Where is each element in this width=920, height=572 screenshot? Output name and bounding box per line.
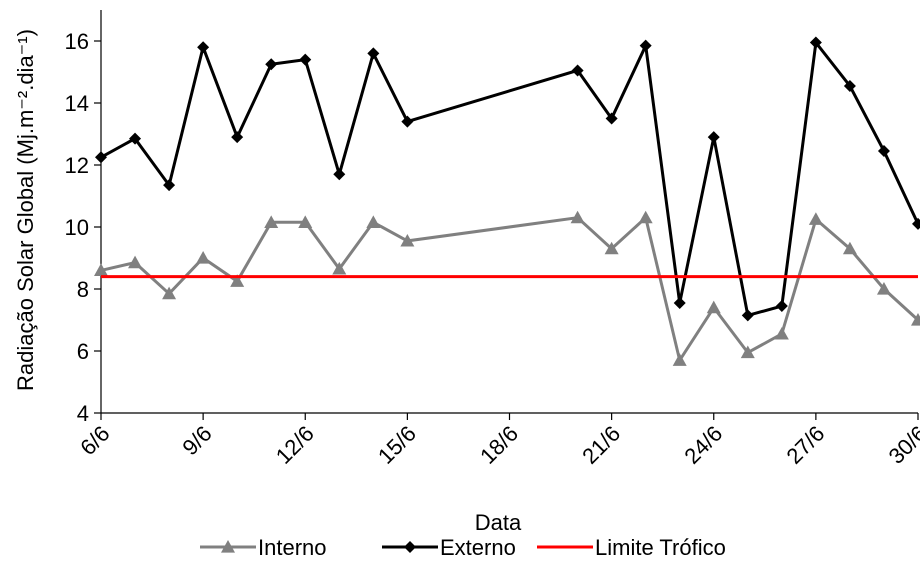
data-point [911,313,920,326]
data-point [128,255,143,269]
legend-marker [404,541,416,553]
series-line [100,38,920,318]
data-point [843,79,856,92]
data-point [808,212,823,225]
x-tick-label: 30/6 [884,421,920,469]
data-point [706,300,721,314]
data-point [401,115,414,128]
data-point [231,131,244,144]
legend: Interno Externo Limite Trófico [200,535,726,560]
data-point [196,251,211,264]
series-line [100,214,920,365]
x-tick-label: 6/6 [75,421,114,460]
data-point [299,53,312,66]
x-tick-label: 24/6 [679,421,727,469]
y-tick-label: 8 [77,277,89,302]
data-point [366,215,381,228]
data-point [264,215,279,228]
data-point [707,131,720,144]
data-point [672,353,687,366]
y-tick-label: 14 [65,91,89,116]
x-axis: 6/6 9/6 12/6 15/6 18/6 21/6 24/6 27/6 30/6 [75,412,920,469]
data-point [605,112,618,125]
y-axis: 4 6 8 10 12 14 16 [65,10,102,426]
data-point [197,41,210,54]
data-point [740,345,755,359]
data-point [400,233,415,247]
x-tick-label: 15/6 [373,421,421,469]
data-point [639,39,652,52]
data-point [809,36,822,49]
data-point [265,58,278,71]
data-point [842,241,857,255]
x-tick-label: 12/6 [271,421,319,469]
data-point [774,326,789,340]
legend-item: Externo [382,535,516,560]
legend-label: Limite Trófico [595,535,726,560]
data-point [912,217,920,230]
data-point [638,210,653,224]
series-1 [95,36,920,322]
x-tick-label: 18/6 [475,421,523,469]
y-axis-title: Radiação Solar Global (Mj.m⁻².dia⁻¹) [13,29,38,391]
data-point [877,145,890,158]
legend-label: Interno [258,535,327,560]
data-point [162,286,177,300]
data-point [367,47,380,60]
data-point [333,168,346,181]
x-tick-label: 27/6 [781,421,829,469]
data-point [94,263,108,276]
y-tick-label: 6 [77,339,89,364]
x-tick-label: 9/6 [177,421,216,460]
data-point [163,179,176,192]
data-point [298,215,313,228]
legend-marker [221,540,235,553]
data-point [673,296,686,309]
legend-label: Externo [440,535,516,560]
data-point [570,210,585,224]
y-tick-label: 12 [65,153,89,178]
legend-item: Limite Trófico [537,535,726,560]
x-axis-title: Data [475,510,522,535]
series-0 [94,210,920,366]
data-point [741,309,754,322]
data-point [129,132,142,145]
y-tick-label: 4 [77,401,89,426]
data-point [604,241,619,255]
y-tick-label: 10 [65,215,89,240]
data-point [230,274,245,287]
data-point [332,261,347,275]
data-point [571,64,584,77]
data-point [95,151,107,164]
data-point [775,300,788,313]
legend-item: Interno [200,535,327,560]
series-layer [94,36,920,366]
x-tick-label: 21/6 [577,421,625,469]
y-tick-label: 16 [65,29,89,54]
data-point [876,282,891,295]
